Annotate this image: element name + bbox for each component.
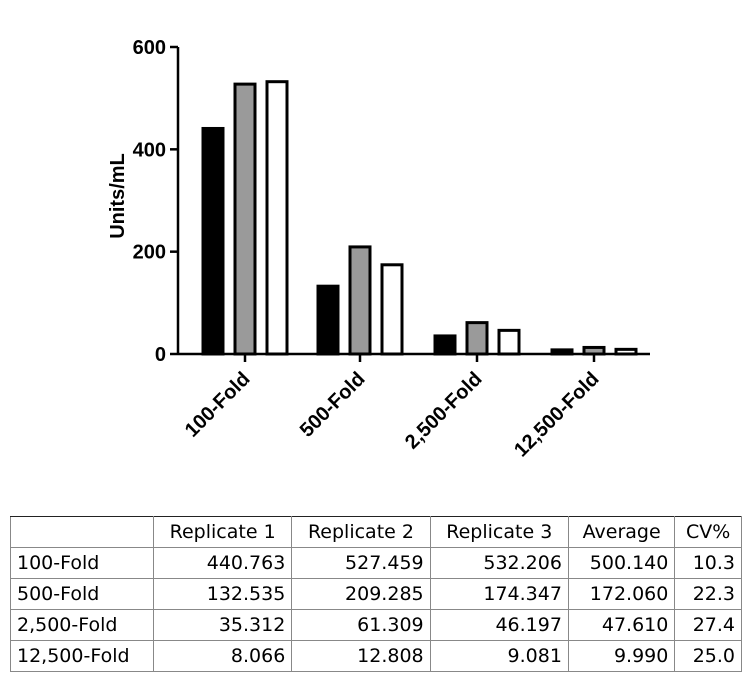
table-cell: 9.990 bbox=[567, 640, 676, 672]
bar bbox=[201, 126, 225, 356]
table-header-cell: Average bbox=[567, 516, 676, 548]
y-tick-label: 600 bbox=[133, 37, 166, 59]
table-cell: 61.309 bbox=[291, 609, 431, 641]
bar bbox=[348, 245, 372, 356]
table-header-row: Replicate 1 Replicate 2 Replicate 3 Aver… bbox=[10, 516, 742, 548]
table-cell: 12.808 bbox=[291, 640, 431, 672]
table-row: 2,500-Fold 35.312 61.309 46.197 47.610 2… bbox=[10, 609, 742, 641]
table-header-cell: Replicate 1 bbox=[152, 516, 293, 548]
bar bbox=[233, 82, 257, 356]
x-tick-label: 100-Fold bbox=[181, 368, 255, 442]
data-table: Replicate 1 Replicate 2 Replicate 3 Aver… bbox=[10, 516, 742, 672]
table-cell: 527.459 bbox=[291, 547, 431, 579]
table-header-cell: CV% bbox=[674, 516, 742, 548]
table-cell: 27.4 bbox=[674, 609, 742, 641]
table-cell: 46.197 bbox=[429, 609, 569, 641]
table-cell: 209.285 bbox=[291, 578, 431, 610]
table-cell: 172.060 bbox=[567, 578, 676, 610]
y-ticks: 0 200 400 600 bbox=[133, 37, 178, 366]
y-tick-label: 400 bbox=[133, 139, 166, 161]
table-header-cell bbox=[10, 516, 154, 548]
y-tick-label: 0 bbox=[155, 344, 166, 366]
x-tick-label: 500-Fold bbox=[296, 368, 370, 442]
x-tick-label: 2,500-Fold bbox=[401, 368, 487, 454]
bar bbox=[465, 321, 489, 356]
table-cell: 500-Fold bbox=[10, 578, 154, 610]
bar bbox=[550, 348, 574, 356]
table-cell: 8.066 bbox=[152, 640, 293, 672]
x-tick-label: 12,500-Fold bbox=[510, 368, 603, 461]
table-cell: 500.140 bbox=[567, 547, 676, 579]
table-cell: 2,500-Fold bbox=[10, 609, 154, 641]
table-cell: 47.610 bbox=[567, 609, 676, 641]
bars bbox=[201, 80, 638, 356]
bar-chart: Units/mL 0 200 400 600 100-Fold 500-Fold 2,50… bbox=[107, 37, 650, 461]
x-ticks: 100-Fold 500-Fold 2,500-Fold 12,500-Fold bbox=[181, 354, 604, 461]
table-cell: 532.206 bbox=[429, 547, 569, 579]
y-tick-label: 200 bbox=[133, 242, 166, 264]
bar bbox=[497, 328, 521, 356]
bar bbox=[265, 80, 289, 356]
bar bbox=[380, 263, 404, 356]
bar bbox=[582, 345, 606, 356]
table-cell: 12,500-Fold bbox=[10, 640, 154, 672]
table-cell: 174.347 bbox=[429, 578, 569, 610]
table-cell: 10.3 bbox=[674, 547, 742, 579]
table-cell: 22.3 bbox=[674, 578, 742, 610]
bar bbox=[433, 334, 457, 356]
table-row: 12,500-Fold 8.066 12.808 9.081 9.990 25.… bbox=[10, 640, 742, 672]
bar bbox=[316, 284, 340, 356]
table-cell: 9.081 bbox=[429, 640, 569, 672]
y-axis-label: Units/mL bbox=[107, 153, 129, 239]
table-row: 500-Fold 132.535 209.285 174.347 172.060… bbox=[10, 578, 742, 610]
bar bbox=[614, 347, 638, 356]
table-row: 100-Fold 440.763 527.459 532.206 500.140… bbox=[10, 547, 742, 579]
table-cell: 440.763 bbox=[152, 547, 293, 579]
table-header-cell: Replicate 2 bbox=[291, 516, 431, 548]
table-header-cell: Replicate 3 bbox=[429, 516, 569, 548]
table-cell: 35.312 bbox=[152, 609, 293, 641]
table-cell: 100-Fold bbox=[10, 547, 154, 579]
table-cell: 25.0 bbox=[674, 640, 742, 672]
table-cell: 132.535 bbox=[152, 578, 293, 610]
